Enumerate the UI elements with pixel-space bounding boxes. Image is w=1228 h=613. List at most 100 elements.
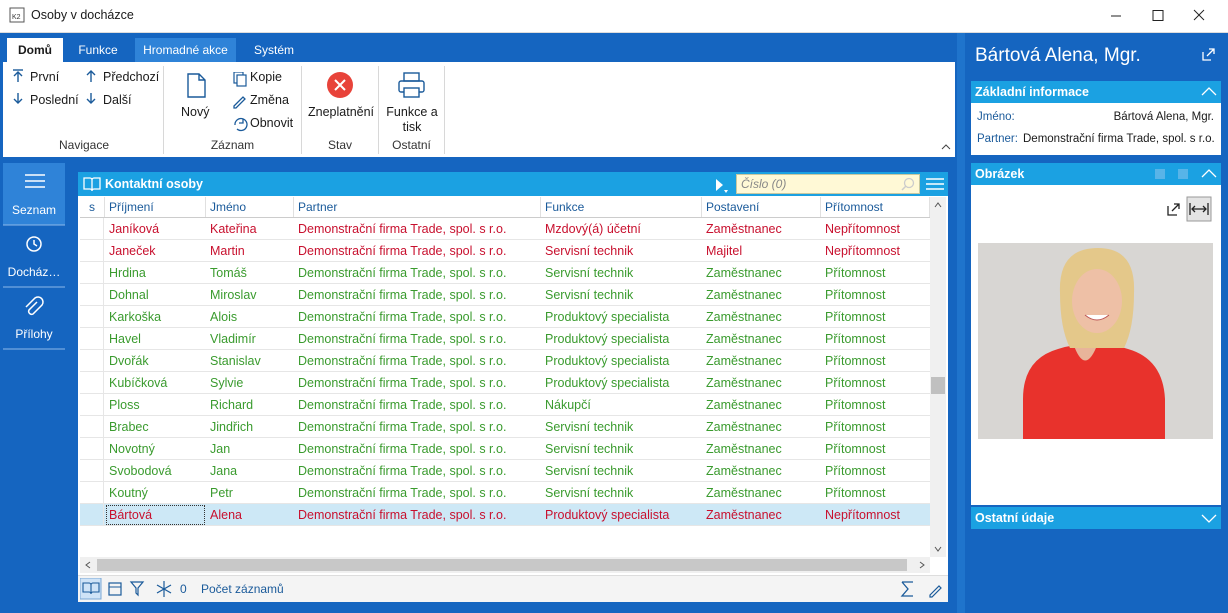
grid-cell: Servisní technik (545, 420, 634, 434)
grid-cell: Nákupčí (545, 398, 591, 412)
grid-cell: Produktový specialista (545, 508, 670, 522)
column-header[interactable]: Funkce (541, 197, 702, 217)
image-tools[interactable] (1160, 196, 1216, 222)
grid-row[interactable] (80, 372, 930, 394)
search-box[interactable] (736, 174, 920, 194)
row-indicator (80, 416, 104, 438)
sidebar-item[interactable]: Docház… (7, 265, 61, 279)
group-separator (444, 66, 445, 154)
grid-cell: Přítomnost (825, 420, 886, 434)
row-indicator (80, 504, 104, 526)
ribbon-tab[interactable]: Domů (7, 38, 63, 62)
grid-cell: Stanislav (210, 354, 261, 368)
grid-cell: Zaměstnanec (706, 442, 782, 456)
column-header[interactable]: Příjmení (105, 197, 206, 217)
grid-cell: Servisní technik (545, 288, 634, 302)
section-header[interactable]: Obrázek (971, 163, 1221, 185)
grid-cell: Demonstrační firma Trade, spol. s r.o. (298, 442, 507, 456)
grid-row[interactable] (80, 394, 930, 416)
v-scroll-thumb[interactable] (931, 377, 945, 394)
ribbon-tab[interactable]: Systém (253, 43, 294, 57)
grid-row[interactable] (80, 306, 930, 328)
grid-cell: Demonstrační firma Trade, spol. s r.o. (298, 288, 507, 302)
grid-row[interactable] (80, 284, 930, 306)
grid-cell: Zaměstnanec (706, 354, 782, 368)
grid-cell: Jan (210, 442, 231, 456)
grid-cell: Alois (210, 310, 238, 324)
ribbon-button[interactable]: Další (103, 93, 132, 107)
group-label: Ostatní (392, 138, 431, 152)
grid-cell: Tomáš (210, 266, 247, 280)
row-indicator (80, 350, 104, 372)
grid-cell: Přítomnost (825, 464, 886, 478)
ribbon-button[interactable]: Nový (181, 105, 210, 119)
grid-row[interactable] (80, 416, 930, 438)
grid-cell: Koutný (109, 486, 148, 500)
detail-heading: Bártová Alena, Mgr. (975, 45, 1141, 66)
grid-cell: Zaměstnanec (706, 288, 782, 302)
ribbon-button[interactable]: Kopie (250, 70, 282, 84)
ribbon-tab[interactable]: Funkce (78, 43, 118, 57)
row-indicator (80, 372, 104, 394)
book-icon (83, 177, 101, 192)
grid-cell: Demonstrační firma Trade, spol. s r.o. (298, 310, 507, 324)
grid-cell: Nepřítomnost (825, 244, 901, 258)
grid-cell: Zaměstnanec (706, 420, 782, 434)
section-header[interactable]: Ostatní údaje (971, 507, 1221, 529)
grid-row[interactable] (80, 218, 930, 240)
window-title: Osoby v docházce (31, 8, 134, 22)
print-icon (398, 72, 425, 98)
section-toggle[interactable] (1198, 509, 1220, 527)
splitter[interactable] (957, 33, 965, 613)
column-header[interactable]: Partner (294, 197, 541, 217)
window-controls[interactable] (1090, 0, 1228, 32)
grid-cell: Servisní technik (545, 442, 634, 456)
column-header[interactable]: Postavení (702, 197, 821, 217)
ribbon-button[interactable]: Předchozí (103, 70, 160, 84)
ribbon-button[interactable]: Poslední (30, 93, 79, 107)
section-toggle[interactable] (1198, 83, 1220, 101)
grid-row[interactable] (80, 328, 930, 350)
group-label: Navigace (58, 138, 110, 152)
grid-cell: Nepřítomnost (825, 222, 901, 236)
grid-cell: Svobodová (109, 464, 172, 478)
row-indicator (80, 306, 104, 328)
row-indicator (80, 460, 104, 482)
footer-label: Počet záznamů (201, 582, 284, 596)
grid-cell: Přítomnost (825, 266, 886, 280)
grid-row[interactable] (80, 262, 930, 284)
grid-cell: Zaměstnanec (706, 376, 782, 390)
grid-cell: Novotný (109, 442, 155, 456)
section-tools (1155, 169, 1217, 179)
sidebar-item[interactable]: Přílohy (15, 327, 53, 341)
grid-cell: Demonstrační firma Trade, spol. s r.o. (298, 244, 507, 258)
ribbon-button[interactable]: Zneplatnění (308, 105, 375, 119)
section-header[interactable]: Základní informace (971, 81, 1221, 103)
ribbon-tab[interactable]: Hromadné akce (135, 38, 236, 62)
grid-cell: Zaměstnanec (706, 464, 782, 478)
grid-row[interactable] (80, 504, 930, 526)
open-external[interactable] (1200, 47, 1216, 63)
column-header[interactable]: s (80, 197, 105, 217)
menu-icon[interactable] (925, 176, 945, 192)
grid-row[interactable] (80, 240, 930, 262)
ribbon-button[interactable]: Funkce a tisk (386, 105, 438, 134)
grid-cell: Alena (210, 508, 242, 522)
ribbon-button[interactable]: První (30, 70, 60, 84)
grid-row[interactable] (80, 482, 930, 504)
sidebar-item[interactable]: Seznam (11, 203, 57, 217)
grid-cell: Demonstrační firma Trade, spol. s r.o. (298, 420, 507, 434)
grid-row[interactable] (80, 438, 930, 460)
column-header[interactable]: Jméno (206, 197, 294, 217)
column-header[interactable]: Přítomnost (821, 197, 930, 217)
grid-cell: Přítomnost (825, 486, 886, 500)
h-scroll-thumb[interactable] (97, 559, 907, 571)
sidebar-icons (3, 174, 65, 350)
collapse-ribbon[interactable] (940, 142, 952, 152)
ribbon-button[interactable]: Změna (250, 93, 289, 107)
grid-row[interactable] (80, 350, 930, 372)
grid-row[interactable] (80, 460, 930, 482)
ribbon-button[interactable]: Obnovit (250, 116, 294, 130)
play-icon[interactable] (712, 176, 732, 194)
